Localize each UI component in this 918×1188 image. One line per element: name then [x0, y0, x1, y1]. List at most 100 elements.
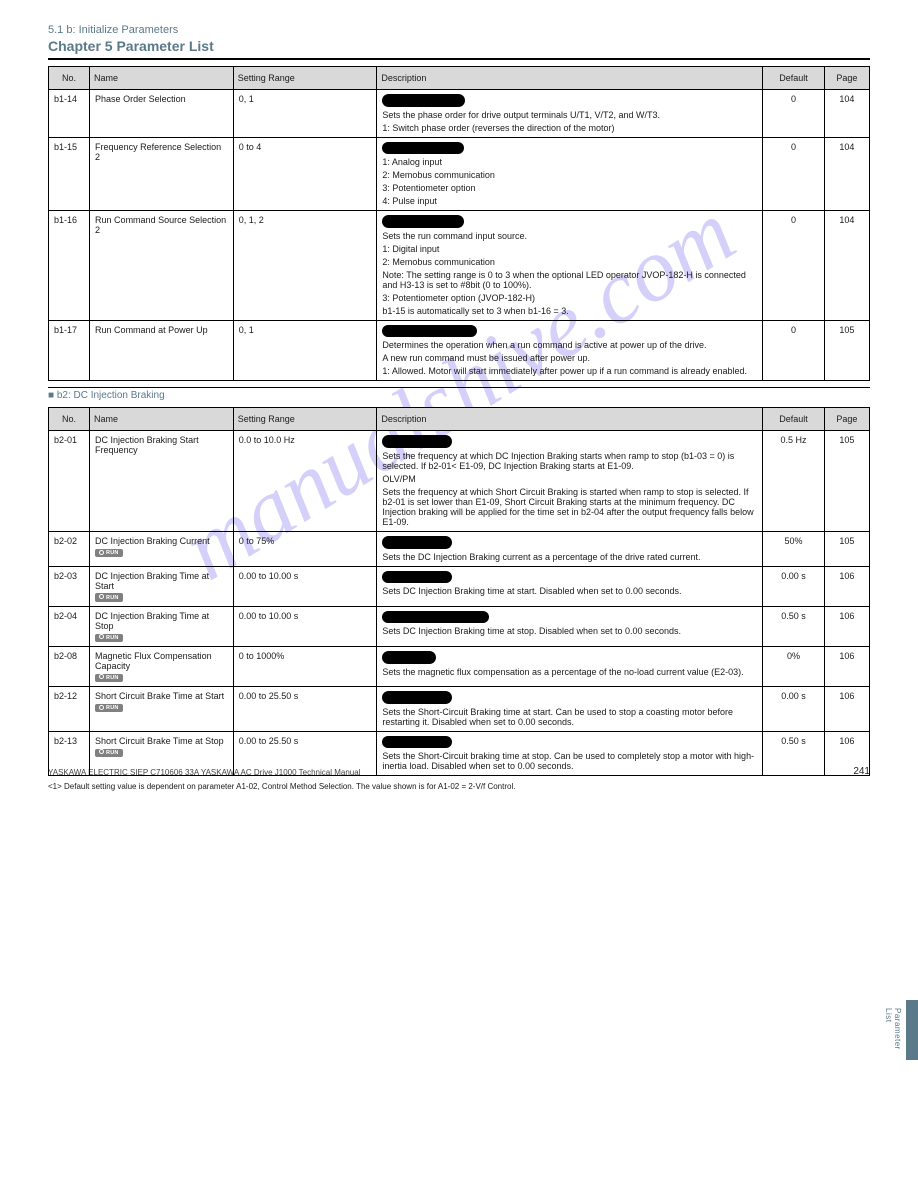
- section-divider: [48, 387, 870, 388]
- table-row: b2-04DC Injection Braking Time at StopRU…: [49, 606, 870, 646]
- col-default: Default: [763, 408, 825, 431]
- cell-range: 0, 1: [233, 90, 377, 138]
- table-row: b2-13Short Circuit Brake Time at StopRUN…: [49, 731, 870, 776]
- parameter-table-b1: No. Name Setting Range Description Defau…: [48, 66, 870, 381]
- cell-description: V/f, OLVSets the DC Injection Braking cu…: [377, 531, 763, 566]
- cell-range: 0 to 75%: [233, 531, 377, 566]
- desc-lead-pill: V/f, OLV: [382, 435, 451, 448]
- cell-no: b2-13: [49, 731, 90, 776]
- desc-lead-pill: OLV: [382, 651, 435, 664]
- cell-range: 0.00 to 25.50 s: [233, 731, 377, 776]
- col-range: Setting Range: [233, 67, 377, 90]
- cell-no: b1-14: [49, 90, 90, 138]
- cell-no: b1-15: [49, 137, 90, 211]
- cell-name: DC Injection Braking Start Frequency: [90, 431, 234, 532]
- cell-description: V/f, OLV, OLV/PMSets DC Injection Brakin…: [377, 606, 763, 646]
- cell-range: 0, 1, 2: [233, 211, 377, 321]
- table-row: b2-01DC Injection Braking Start Frequenc…: [49, 431, 870, 532]
- chapter-title: Chapter 5 Parameter List: [48, 38, 870, 54]
- table-row: b1-16Run Command Source Selection 20, 1,…: [49, 211, 870, 321]
- col-page: Page: [824, 67, 869, 90]
- header-rule: [48, 58, 870, 60]
- cell-page: 106: [824, 606, 869, 646]
- col-no: No.: [49, 67, 90, 90]
- col-name: Name: [90, 67, 234, 90]
- col-name: Name: [90, 408, 234, 431]
- table-header-row: No. Name Setting Range Description Defau…: [49, 408, 870, 431]
- run-tag-icon: RUN: [95, 593, 123, 601]
- cell-page: 105: [824, 531, 869, 566]
- cell-default: 0: [763, 320, 825, 381]
- cell-no: b2-01: [49, 431, 90, 532]
- cell-range: 0.00 to 10.00 s: [233, 606, 377, 646]
- table-row: b2-08Magnetic Flux Compensation Capacity…: [49, 646, 870, 686]
- cell-name: Frequency Reference Selection 2: [90, 137, 234, 211]
- table-row: b1-17Run Command at Power Up0, 10: Disre…: [49, 320, 870, 381]
- cell-name: Run Command Source Selection 2: [90, 211, 234, 321]
- cell-range: 0, 1: [233, 320, 377, 381]
- cell-page: 104: [824, 137, 869, 211]
- col-desc: Description: [377, 408, 763, 431]
- cell-name: Magnetic Flux Compensation CapacityRUN: [90, 646, 234, 686]
- cell-no: b2-02: [49, 531, 90, 566]
- cell-default: 0: [763, 90, 825, 138]
- table-row: b1-14Phase Order Selection0, 10: Standar…: [49, 90, 870, 138]
- footnote: <1> Default setting value is dependent o…: [48, 782, 870, 791]
- cell-no: b2-04: [49, 606, 90, 646]
- desc-lead-pill: V/f, OLV, OLV/PM: [382, 611, 489, 624]
- cell-page: 105: [824, 320, 869, 381]
- sidebar-label: Parameter List: [884, 1008, 902, 1050]
- sidebar-tab: [906, 1000, 918, 1060]
- desc-lead-pill: 0: Disregarded: [382, 325, 477, 338]
- cell-default: 0.00 s: [763, 566, 825, 606]
- cell-page: 105: [824, 431, 869, 532]
- col-no: No.: [49, 408, 90, 431]
- cell-range: 0.00 to 25.50 s: [233, 687, 377, 732]
- cell-default: 0%: [763, 646, 825, 686]
- cell-default: 0.5 Hz: [763, 431, 825, 532]
- run-tag-icon: RUN: [95, 749, 123, 757]
- col-default: Default: [763, 67, 825, 90]
- cell-page: 106: [824, 687, 869, 732]
- cell-default: 0.50 s: [763, 606, 825, 646]
- chapter-section-label: 5.1 b: Initialize Parameters: [48, 24, 870, 36]
- cell-description: OLVSets the magnetic flux compensation a…: [377, 646, 763, 686]
- section-title-b2: ■ b2: DC Injection Braking: [48, 390, 870, 401]
- table-row: b2-03DC Injection Braking Time at StartR…: [49, 566, 870, 606]
- cell-description: 0: OperatorSets the run command input so…: [377, 211, 763, 321]
- cell-description: V/f, OLVSets DC Injection Braking time a…: [377, 566, 763, 606]
- run-tag-icon: RUN: [95, 704, 123, 712]
- cell-default: 0: [763, 137, 825, 211]
- table-row: b2-12Short Circuit Brake Time at StartRU…: [49, 687, 870, 732]
- cell-no: b2-03: [49, 566, 90, 606]
- table-header-row: No. Name Setting Range Description Defau…: [49, 67, 870, 90]
- run-tag-icon: RUN: [95, 549, 123, 557]
- cell-default: 0.00 s: [763, 687, 825, 732]
- cell-no: b1-16: [49, 211, 90, 321]
- cell-description: 0: StandardSets the phase order for driv…: [377, 90, 763, 138]
- desc-lead-pill: V/f, OLV: [382, 536, 451, 549]
- cell-name: Short Circuit Brake Time at StartRUN: [90, 687, 234, 732]
- cell-no: b2-12: [49, 687, 90, 732]
- desc-lead-pill: 0: Standard: [382, 94, 465, 107]
- cell-page: 104: [824, 211, 869, 321]
- run-tag-icon: RUN: [95, 674, 123, 682]
- desc-lead-pill: V/f, OLV: [382, 571, 451, 584]
- col-desc: Description: [377, 67, 763, 90]
- cell-name: Phase Order Selection: [90, 90, 234, 138]
- cell-default: 0: [763, 211, 825, 321]
- col-range: Setting Range: [233, 408, 377, 431]
- cell-description: OLV/PMSets the Short-Circuit braking tim…: [377, 731, 763, 776]
- desc-lead-pill: OLV/PM: [382, 736, 451, 749]
- cell-no: b1-17: [49, 320, 90, 381]
- cell-name: DC Injection Braking Time at StopRUN: [90, 606, 234, 646]
- cell-page: 106: [824, 731, 869, 776]
- cell-page: 106: [824, 566, 869, 606]
- cell-name: Run Command at Power Up: [90, 320, 234, 381]
- cell-no: b2-08: [49, 646, 90, 686]
- cell-range: 0 to 4: [233, 137, 377, 211]
- cell-page: 104: [824, 90, 869, 138]
- desc-lead-pill: OLV/PM: [382, 691, 451, 704]
- col-page: Page: [824, 408, 869, 431]
- cell-description: 0: DisregardedDetermines the operation w…: [377, 320, 763, 381]
